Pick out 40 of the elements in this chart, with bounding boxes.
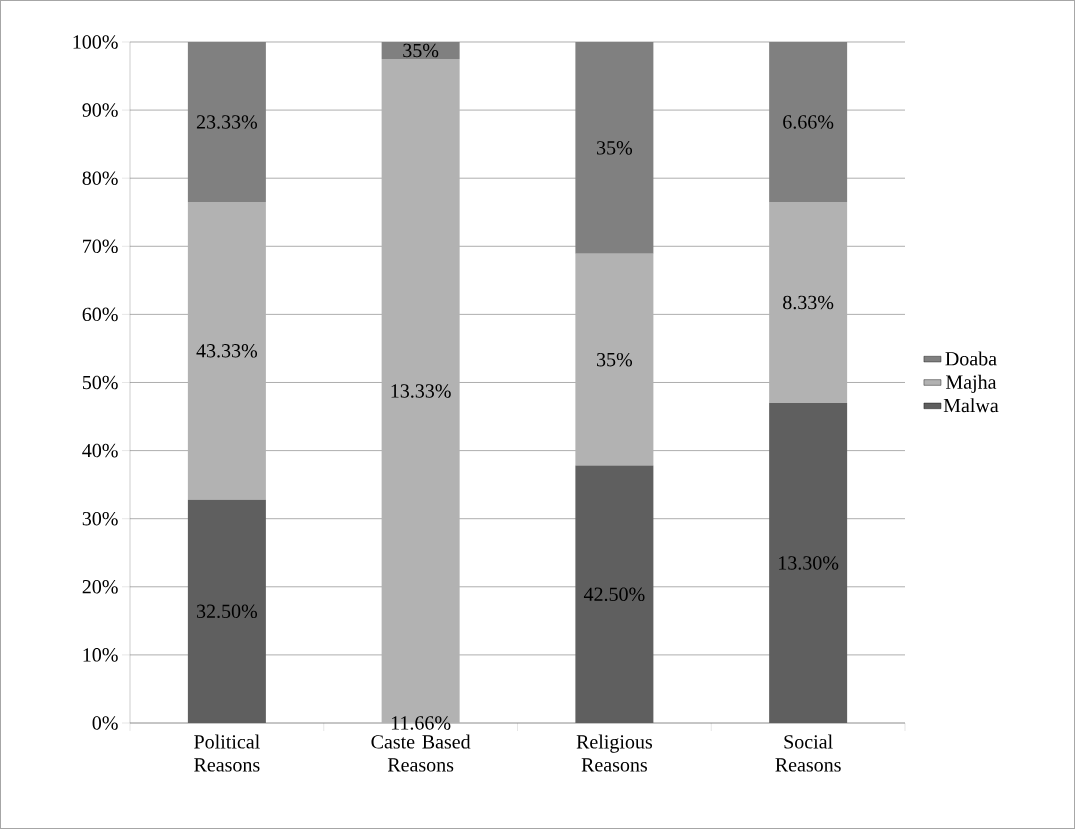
annotation: 35% (403, 43, 439, 58)
bar (769, 402, 848, 723)
bar (769, 202, 848, 403)
annotation: 6.66% (783, 115, 834, 129)
y-tick-label: 30% (82, 511, 118, 526)
y-tick-label: 10% (83, 648, 118, 662)
annotation: 8.33% (783, 295, 834, 310)
y-tick-label: 70% (83, 239, 118, 254)
y-tick-label: 60% (82, 307, 118, 322)
annotation: 43.33% (196, 344, 258, 358)
annotation: 11.66% (391, 716, 451, 730)
annotation: 23.33% (196, 115, 258, 129)
y-tick-label: 0% (92, 716, 118, 730)
annotation: 32.50% (197, 604, 258, 619)
x-tick-label: Social Reasons (775, 734, 841, 772)
y-tick-label: 100% (73, 35, 118, 49)
x-tick-label: Religious Reasons (576, 734, 653, 772)
bar (575, 41, 654, 254)
annotation: 13.33% (391, 384, 451, 398)
bar (575, 465, 654, 723)
annotation: 42.50% (583, 587, 645, 602)
legend-label: Doaba (945, 351, 997, 366)
y-tick-label: 80% (82, 171, 118, 185)
y-tick-label: 40% (82, 443, 118, 458)
annotation: 35% (597, 141, 633, 155)
y-tick-label: 90% (82, 103, 118, 117)
bar (575, 253, 654, 466)
bar (381, 41, 460, 60)
annotation: 35% (597, 352, 633, 367)
bar (187, 202, 266, 500)
x-tick-label: Caste Based Reasons (371, 734, 471, 772)
bar (769, 41, 848, 203)
legend-label: Majha (945, 374, 997, 393)
annotation: 13.30% (779, 556, 839, 570)
x-tick-label: Political Reasons (194, 734, 260, 772)
bar (187, 41, 266, 203)
legend-label: Malwa (943, 398, 999, 413)
bar (187, 499, 266, 723)
y-tick-label: 20% (82, 580, 118, 594)
y-tick-label: 50% (82, 375, 118, 390)
